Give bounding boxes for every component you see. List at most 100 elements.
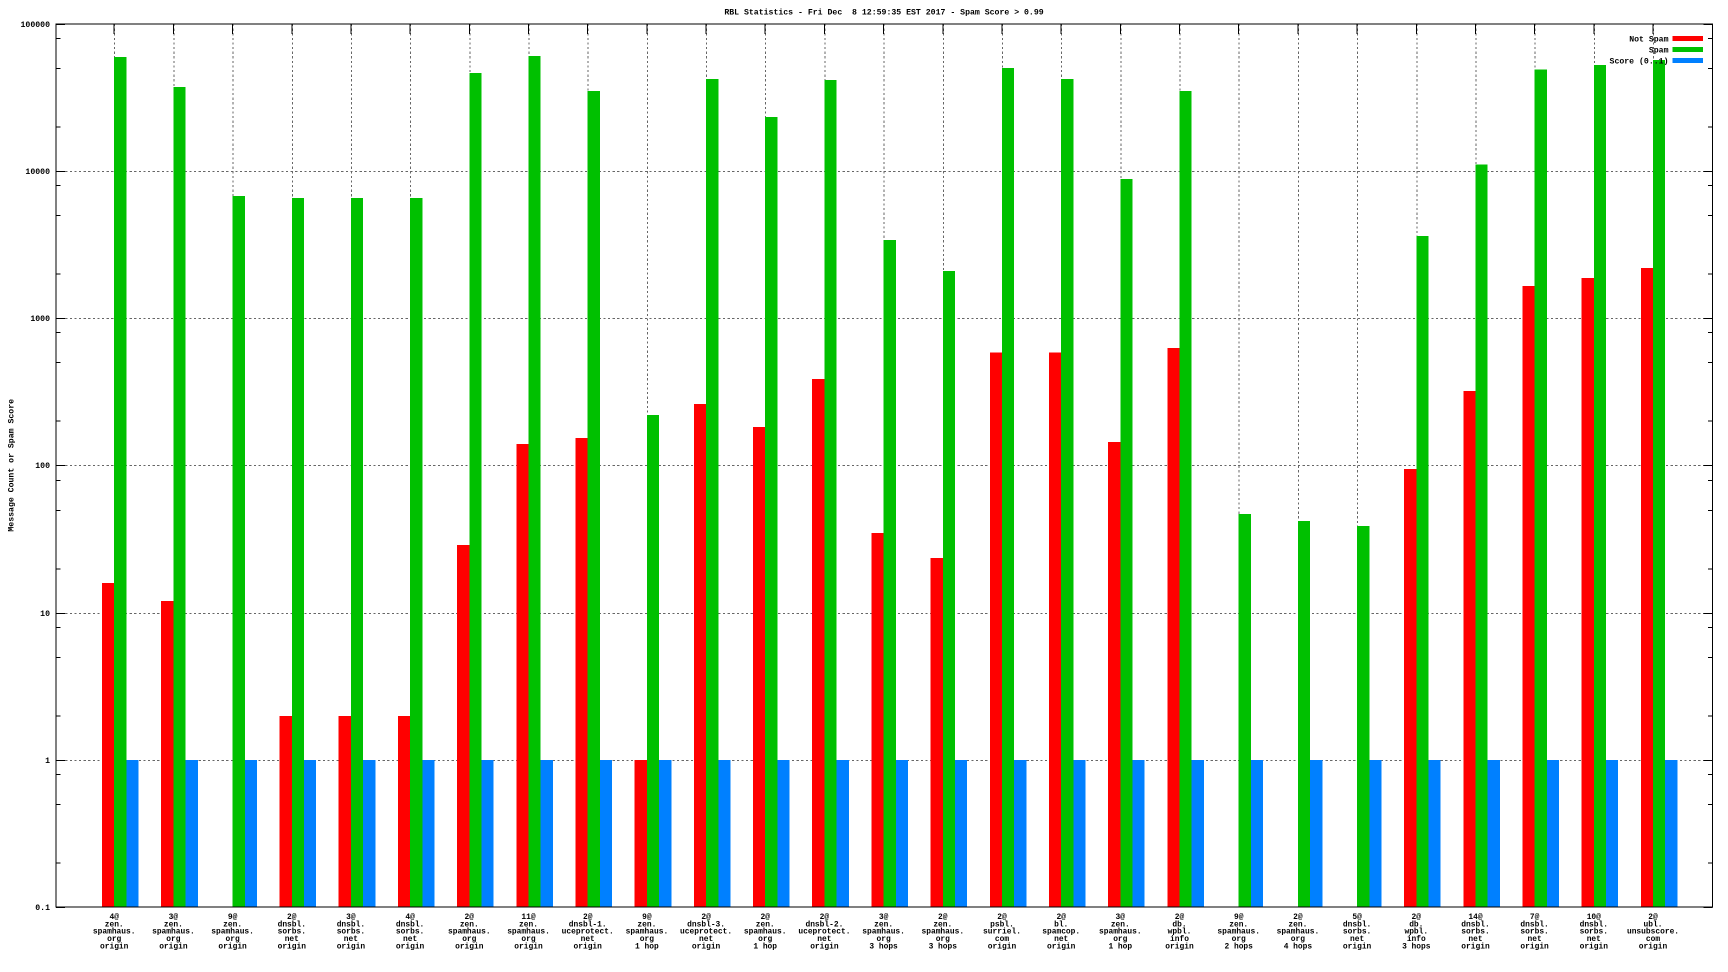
svg-text:100000: 100000 bbox=[21, 21, 51, 30]
svg-text:spamhaus.: spamhaus. bbox=[1277, 928, 1320, 937]
svg-text:wpbl.: wpbl. bbox=[1168, 928, 1192, 937]
svg-text:dnsbl.: dnsbl. bbox=[1580, 920, 1608, 929]
svg-text:org: org bbox=[876, 935, 890, 944]
svg-text:dnsbl.: dnsbl. bbox=[396, 920, 424, 929]
svg-text:uceprotect.: uceprotect. bbox=[798, 928, 850, 937]
svg-text:1000: 1000 bbox=[30, 315, 50, 324]
svg-text:net: net bbox=[344, 935, 358, 944]
svg-text:4@: 4@ bbox=[109, 913, 119, 922]
svg-text:5@: 5@ bbox=[1352, 913, 1362, 922]
svg-text:wpbl.: wpbl. bbox=[1404, 928, 1428, 937]
svg-text:Score (0..1): Score (0..1) bbox=[1610, 57, 1669, 67]
svg-text:2@: 2@ bbox=[583, 913, 593, 922]
svg-text:dnsbl-3.: dnsbl-3. bbox=[687, 920, 725, 929]
svg-text:Not Spam: Not Spam bbox=[1629, 35, 1668, 44]
svg-text:zen.: zen. bbox=[1288, 920, 1307, 929]
svg-text:zen.: zen. bbox=[933, 920, 952, 929]
svg-text:org: org bbox=[225, 935, 239, 944]
svg-text:9@: 9@ bbox=[1234, 913, 1244, 922]
svg-text:spamhaus.: spamhaus. bbox=[93, 928, 136, 937]
svg-text:14@: 14@ bbox=[1468, 913, 1482, 922]
svg-text:origin: origin bbox=[1520, 942, 1549, 951]
svg-text:net: net bbox=[285, 935, 299, 944]
svg-text:com: com bbox=[995, 935, 1009, 944]
svg-text:7@: 7@ bbox=[1530, 913, 1540, 922]
svg-text:spamhaus.: spamhaus. bbox=[626, 928, 669, 937]
svg-text:origin: origin bbox=[1461, 942, 1490, 951]
svg-text:3@: 3@ bbox=[879, 913, 889, 922]
svg-text:2@: 2@ bbox=[1293, 913, 1303, 922]
svg-text:zen.: zen. bbox=[460, 920, 479, 929]
svg-text:spamcop.: spamcop. bbox=[1042, 928, 1080, 937]
svg-text:com: com bbox=[1646, 935, 1660, 944]
svg-text:info: info bbox=[1407, 935, 1426, 944]
svg-text:origin: origin bbox=[159, 942, 188, 951]
svg-text:net: net bbox=[817, 935, 831, 944]
svg-text:1: 1 bbox=[45, 757, 50, 766]
svg-text:org: org bbox=[107, 935, 121, 944]
svg-text:origin: origin bbox=[810, 942, 839, 951]
svg-text:RBL Statistics - Fri Dec 8 12: RBL Statistics - Fri Dec 8 12:59:35 EST … bbox=[724, 8, 1043, 18]
svg-text:1 hop: 1 hop bbox=[1108, 942, 1132, 951]
svg-text:org: org bbox=[1232, 935, 1246, 944]
svg-text:3 hops: 3 hops bbox=[1402, 942, 1431, 951]
svg-text:org: org bbox=[1113, 935, 1127, 944]
svg-text:spamhaus.: spamhaus. bbox=[744, 928, 787, 937]
svg-text:net: net bbox=[1468, 935, 1482, 944]
svg-text:10000: 10000 bbox=[25, 168, 50, 177]
svg-text:spamhaus.: spamhaus. bbox=[921, 928, 964, 937]
svg-text:origin: origin bbox=[1165, 942, 1194, 951]
svg-text:org: org bbox=[1291, 935, 1305, 944]
svg-text:org: org bbox=[521, 935, 535, 944]
svg-text:Message Count or Spam Score: Message Count or Spam Score bbox=[8, 399, 17, 532]
svg-text:dnsbl.: dnsbl. bbox=[1520, 920, 1548, 929]
svg-text:spamhaus.: spamhaus. bbox=[507, 928, 550, 937]
svg-text:net: net bbox=[1527, 935, 1541, 944]
svg-text:net: net bbox=[403, 935, 417, 944]
svg-text:org: org bbox=[462, 935, 476, 944]
svg-text:2 hops: 2 hops bbox=[1224, 942, 1253, 951]
svg-text:origin: origin bbox=[337, 942, 366, 951]
svg-text:2@: 2@ bbox=[1412, 913, 1422, 922]
svg-text:2@: 2@ bbox=[287, 913, 297, 922]
svg-text:2@: 2@ bbox=[701, 913, 711, 922]
svg-text:9@: 9@ bbox=[228, 913, 238, 922]
svg-text:2@: 2@ bbox=[465, 913, 475, 922]
svg-text:sorbs.: sorbs. bbox=[337, 928, 365, 937]
svg-text:uceprotect.: uceprotect. bbox=[562, 928, 614, 937]
svg-text:9@: 9@ bbox=[642, 913, 652, 922]
svg-text:org: org bbox=[936, 935, 950, 944]
svg-text:dnsbl.: dnsbl. bbox=[278, 920, 306, 929]
svg-text:surriel.: surriel. bbox=[983, 928, 1021, 937]
svg-text:unsubscore.: unsubscore. bbox=[1627, 928, 1679, 937]
svg-text:net: net bbox=[1587, 935, 1601, 944]
svg-text:origin: origin bbox=[1580, 942, 1609, 951]
svg-text:spamhaus.: spamhaus. bbox=[1217, 928, 1260, 937]
svg-text:dnsbl.: dnsbl. bbox=[337, 920, 365, 929]
svg-text:1 hop: 1 hop bbox=[753, 942, 777, 951]
svg-text:org: org bbox=[758, 935, 772, 944]
svg-text:2@: 2@ bbox=[997, 913, 1007, 922]
svg-text:zen.: zen. bbox=[105, 920, 124, 929]
svg-text:sorbs.: sorbs. bbox=[1343, 928, 1371, 937]
svg-text:dnsbl-1.: dnsbl-1. bbox=[569, 920, 607, 929]
svg-text:db.: db. bbox=[1172, 920, 1186, 929]
svg-text:Spam: Spam bbox=[1649, 47, 1669, 56]
svg-text:origin: origin bbox=[514, 942, 543, 951]
svg-text:info: info bbox=[1170, 935, 1189, 944]
svg-text:2@: 2@ bbox=[1175, 913, 1185, 922]
svg-text:sorbs.: sorbs. bbox=[1461, 928, 1489, 937]
svg-text:net: net bbox=[699, 935, 713, 944]
svg-text:3 hops: 3 hops bbox=[869, 942, 898, 951]
svg-text:4@: 4@ bbox=[405, 913, 415, 922]
svg-text:dnsbl-2.: dnsbl-2. bbox=[805, 920, 843, 929]
svg-text:spamhaus.: spamhaus. bbox=[862, 928, 905, 937]
svg-text:origin: origin bbox=[278, 942, 307, 951]
svg-text:spamhaus.: spamhaus. bbox=[211, 928, 254, 937]
svg-text:origin: origin bbox=[396, 942, 425, 951]
svg-text:2@: 2@ bbox=[1056, 913, 1066, 922]
svg-text:origin: origin bbox=[988, 942, 1017, 951]
svg-text:ubl.: ubl. bbox=[1644, 920, 1663, 929]
svg-text:spamhaus.: spamhaus. bbox=[448, 928, 491, 937]
svg-text:3@: 3@ bbox=[169, 913, 179, 922]
